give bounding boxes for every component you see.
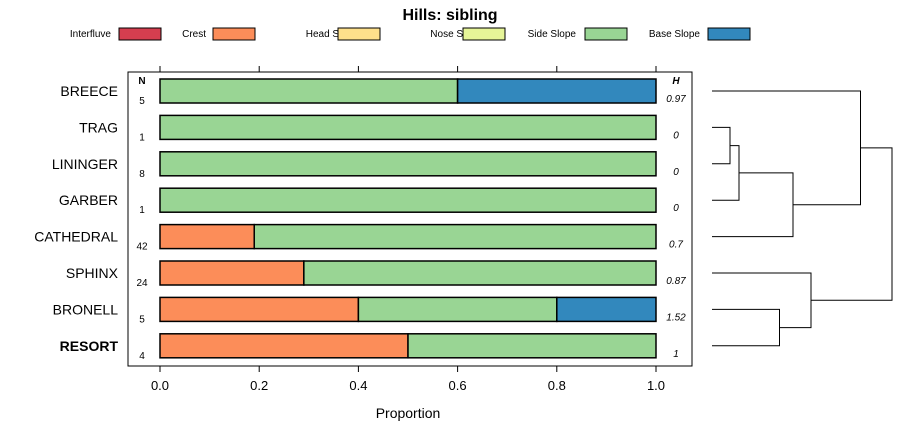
n-value-garber: 1 xyxy=(139,205,145,216)
n-value-sphinx: 24 xyxy=(136,278,148,289)
x-axis-title: Proportion xyxy=(376,405,441,421)
bar-segment-bronell-side-slope xyxy=(357,296,558,323)
legend-swatch-head-slope xyxy=(337,27,381,41)
bar-segment-resort-side-slope xyxy=(407,333,657,359)
legend-label-side-slope: Side Slope xyxy=(528,29,577,40)
row-label-bronell: BRONELL xyxy=(53,301,119,317)
row-sphinx: SPHINX 24 0.87 xyxy=(66,260,686,289)
bar-segment-sphinx-crest xyxy=(159,260,305,286)
plot-panel xyxy=(127,71,693,367)
h-value-garber: 0 xyxy=(673,203,679,214)
h-value-bronell: 1.52 xyxy=(666,312,686,323)
n-value-lininger: 8 xyxy=(139,169,145,180)
row-label-sphinx: SPHINX xyxy=(66,265,119,281)
bar-segment-cathedral-side-slope xyxy=(253,223,657,250)
n-value-trag: 1 xyxy=(139,132,145,143)
bar-rows: BREECE 5 0.97 TRAG 1 0 LININGER 8 0 GARBER 1 0 CATHE… xyxy=(34,78,686,362)
bar-segment-trag-side-slope xyxy=(159,114,657,141)
bar-segment-breece-base-slope xyxy=(456,78,657,104)
x-tick-label-2: 0.4 xyxy=(349,378,367,393)
h-value-lininger: 0 xyxy=(673,167,679,178)
legend-label-nose-slope: Nose Slope xyxy=(430,29,482,40)
bar-segment-breece-side-slope xyxy=(159,78,459,104)
dendrogram xyxy=(712,90,893,347)
n-column-header: N xyxy=(138,76,145,87)
row-label-resort: RESORT xyxy=(60,338,119,354)
n-value-breece: 5 xyxy=(139,96,145,107)
row-breece: BREECE 5 0.97 xyxy=(60,78,686,107)
row-label-breece: BREECE xyxy=(60,83,118,99)
row-label-lininger: LININGER xyxy=(52,156,118,172)
top-axis-ticks xyxy=(159,66,657,72)
row-label-cathedral: CATHEDRAL xyxy=(34,229,118,245)
legend-swatch-side-slope xyxy=(584,27,628,41)
h-value-trag: 0 xyxy=(673,130,679,141)
bar-segment-bronell-base-slope xyxy=(556,296,657,323)
legend-label-interfluve: Interfluve xyxy=(70,29,112,40)
bar-segment-bronell-crest xyxy=(159,296,360,323)
row-bronell: BRONELL 5 1.52 xyxy=(53,296,686,325)
n-value-bronell: 5 xyxy=(139,314,145,325)
dendrogram-link-0 xyxy=(712,126,731,165)
legend-label-crest: Crest xyxy=(182,29,206,40)
x-tick-label-3: 0.6 xyxy=(449,378,467,393)
legend-label-head-slope: Head Slope xyxy=(306,29,359,40)
bar-segment-sphinx-side-slope xyxy=(303,260,657,286)
h-column-header: H xyxy=(672,76,680,87)
row-lininger: LININGER 8 0 xyxy=(52,151,679,180)
bar-segment-resort-crest xyxy=(159,333,409,359)
dendrogram-link-4 xyxy=(712,272,812,329)
row-garber: GARBER 1 0 xyxy=(59,187,679,216)
x-axis: 0.0 0.2 0.4 0.6 0.8 1.0 xyxy=(151,366,665,393)
bar-segment-lininger-side-slope xyxy=(159,151,657,177)
x-tick-label-1: 0.2 xyxy=(250,378,268,393)
n-value-resort: 4 xyxy=(139,351,145,362)
h-value-breece: 0.97 xyxy=(666,94,686,105)
legend-label-base-slope: Base Slope xyxy=(649,29,701,40)
h-value-sphinx: 0.87 xyxy=(666,276,686,287)
dendrogram-link-3 xyxy=(712,308,780,347)
legend-swatch-interfluve xyxy=(118,27,162,41)
x-tick-label-0: 0.0 xyxy=(151,378,169,393)
row-cathedral: CATHEDRAL 42 0.7 xyxy=(34,223,683,253)
h-value-resort: 1 xyxy=(673,349,679,360)
legend-swatch-nose-slope xyxy=(462,27,506,41)
bar-segment-cathedral-crest xyxy=(159,223,255,250)
h-value-cathedral: 0.7 xyxy=(669,240,683,251)
bar-segment-garber-side-slope xyxy=(159,187,657,213)
row-label-trag: TRAG xyxy=(79,119,118,135)
n-value-cathedral: 42 xyxy=(136,242,148,253)
chart-title: Hills: sibling xyxy=(402,7,497,24)
row-trag: TRAG 1 0 xyxy=(79,114,679,143)
row-label-garber: GARBER xyxy=(59,192,118,208)
legend-swatch-crest xyxy=(212,27,256,41)
legend-swatch-base-slope xyxy=(707,27,751,41)
row-resort: RESORT 4 1 xyxy=(60,333,679,362)
dendrogram-link-1 xyxy=(712,145,740,201)
dendrogram-link-2 xyxy=(712,172,794,238)
x-tick-label-5: 1.0 xyxy=(647,378,665,393)
legend: Interfluve Crest Head Slope Nose Slope Side … xyxy=(70,27,751,41)
dendrogram-link-5 xyxy=(712,90,861,206)
dendrogram-link-6 xyxy=(811,147,893,301)
x-tick-label-4: 0.8 xyxy=(548,378,566,393)
